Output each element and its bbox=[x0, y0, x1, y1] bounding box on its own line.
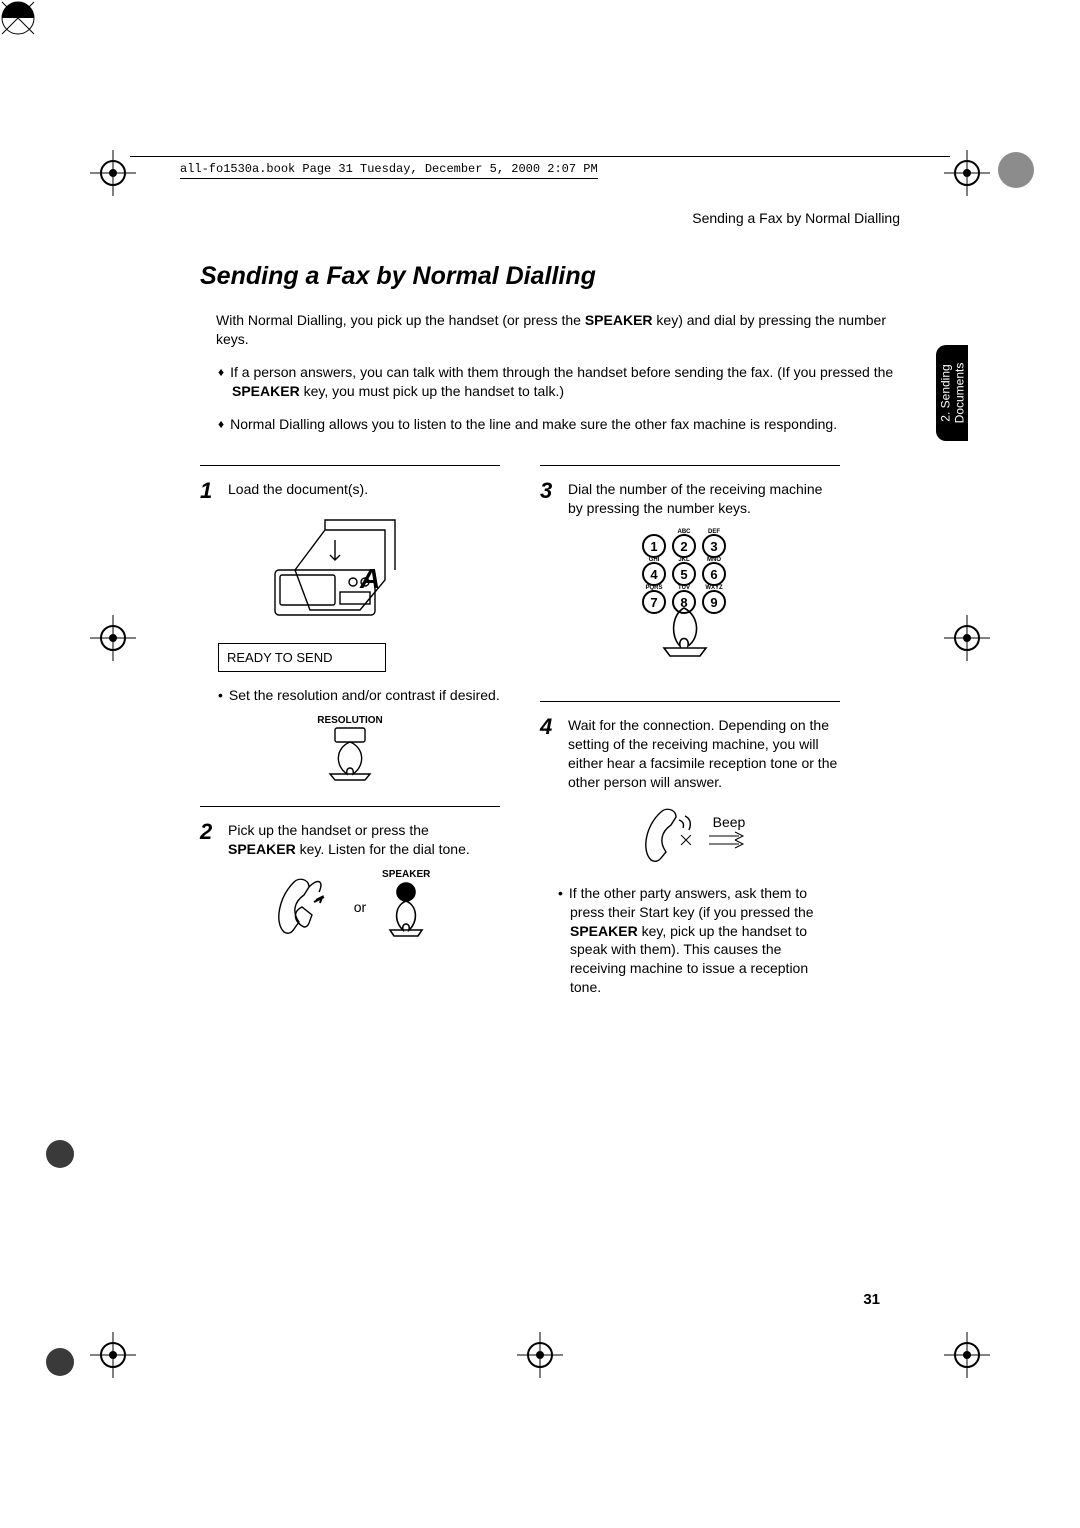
intro-bullet-1: ♦If a person answers, you can talk with … bbox=[216, 363, 900, 401]
intro-bullet-2: ♦Normal Dialling allows you to listen to… bbox=[216, 415, 900, 434]
svg-text:7: 7 bbox=[650, 595, 657, 610]
or-label: or bbox=[354, 899, 366, 915]
resolution-button-illustration: RESOLUTION bbox=[200, 715, 500, 786]
svg-text:9: 9 bbox=[710, 595, 717, 610]
step-2: 2 Pick up the handset or press the SPEAK… bbox=[200, 821, 500, 947]
fax-load-illustration: A bbox=[200, 510, 500, 635]
step-text: Load the document(s). bbox=[228, 480, 368, 499]
resolution-label: RESOLUTION bbox=[200, 715, 500, 726]
page-number: 31 bbox=[863, 1291, 880, 1308]
intro-paragraph: With Normal Dialling, you pick up the ha… bbox=[216, 311, 900, 349]
beep-label: Beep bbox=[709, 814, 749, 830]
color-dot bbox=[46, 1140, 74, 1168]
color-dot bbox=[998, 152, 1034, 188]
handset-speaker-illustration: or SPEAKER bbox=[200, 867, 500, 947]
color-dot bbox=[46, 1348, 74, 1376]
crop-mark bbox=[944, 615, 990, 661]
svg-text:A: A bbox=[359, 563, 380, 594]
svg-text:6: 6 bbox=[710, 567, 717, 582]
keypad-illustration: 1ABC2DEF3GHI4JKL5MNO6PQRS7TUV8WXYZ9 bbox=[540, 526, 840, 681]
book-metadata: all-fo1530a.book Page 31 Tuesday, Decemb… bbox=[180, 162, 598, 179]
svg-text:2: 2 bbox=[680, 539, 687, 554]
crop-mark bbox=[517, 1332, 563, 1378]
step-1: 1 Load the document(s). bbox=[200, 480, 500, 786]
lcd-display: READY TO SEND bbox=[218, 643, 386, 672]
top-crop-line bbox=[130, 156, 950, 157]
crop-mark bbox=[90, 1332, 136, 1378]
svg-text:4: 4 bbox=[650, 567, 658, 582]
crop-mark bbox=[944, 150, 990, 196]
beep-illustration: Beep bbox=[540, 800, 840, 870]
chapter-tab-line1: 2. Sending bbox=[938, 364, 952, 421]
step-number: 1 bbox=[200, 480, 228, 502]
svg-text:1: 1 bbox=[650, 539, 657, 554]
step-4: 4 Wait for the connection. Depending on … bbox=[540, 716, 840, 997]
crop-mark bbox=[944, 1332, 990, 1378]
svg-text:3: 3 bbox=[710, 539, 717, 554]
running-head: Sending a Fax by Normal Dialling bbox=[200, 210, 900, 226]
step-text: Wait for the connection. Depending on th… bbox=[568, 716, 840, 792]
speaker-label: SPEAKER bbox=[376, 869, 436, 880]
step-3: 3 Dial the number of the receiving machi… bbox=[540, 480, 840, 681]
step-number: 2 bbox=[200, 821, 228, 843]
chapter-tab-line2: Documents bbox=[952, 363, 966, 424]
chapter-tab: 2. Sending Documents bbox=[936, 345, 968, 441]
step-4-sub: •If the other party answers, ask them to… bbox=[558, 884, 840, 997]
step-text: Dial the number of the receiving machine… bbox=[568, 480, 840, 518]
color-swatch bbox=[0, 0, 1080, 41]
step-number: 4 bbox=[540, 716, 568, 738]
step-text: Pick up the handset or press the SPEAKER… bbox=[228, 821, 500, 859]
svg-text:5: 5 bbox=[680, 567, 687, 582]
step-1-sub: •Set the resolution and/or contrast if d… bbox=[218, 686, 500, 705]
page-heading: Sending a Fax by Normal Dialling bbox=[200, 262, 900, 291]
crop-mark bbox=[90, 615, 136, 661]
step-number: 3 bbox=[540, 480, 568, 502]
